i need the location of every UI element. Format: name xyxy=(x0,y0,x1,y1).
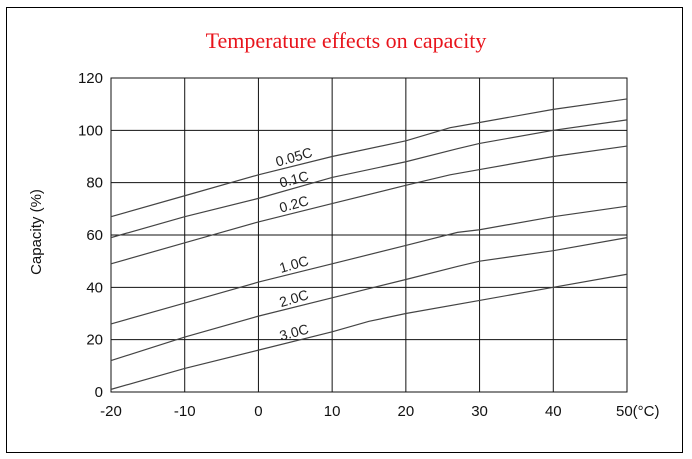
series-label: 2.0C xyxy=(277,286,310,310)
x-tick-label: 30 xyxy=(471,403,488,420)
series-line-2-0C xyxy=(110,237,628,362)
y-tick-label: 80 xyxy=(86,175,103,192)
series-label: 0.2C xyxy=(278,192,311,215)
chart-frame xyxy=(6,7,683,453)
chart-title: Temperature effects on capacity xyxy=(205,28,487,53)
series-line-0-05C xyxy=(110,98,628,218)
y-tick-label: 120 xyxy=(78,70,103,87)
series-label: 0.1C xyxy=(278,168,311,191)
chart-ticks: -20 -10 0 10 20 30 40 50(°C) 0 20 40 60 80 100 120 xyxy=(78,70,660,420)
y-axis-label: Capacity (%) xyxy=(28,189,45,275)
x-tick-label: 40 xyxy=(545,403,562,420)
y-tick-label: 100 xyxy=(78,122,103,139)
x-tick-label: 50(°C) xyxy=(616,403,660,420)
series-label: 1.0C xyxy=(278,252,311,275)
x-tick-label: 10 xyxy=(324,403,341,420)
y-tick-label: 40 xyxy=(86,279,103,296)
x-tick-label: -20 xyxy=(100,403,122,420)
series-line-0-2C xyxy=(110,145,628,265)
series-label: 3.0C xyxy=(278,321,311,344)
x-tick-label: 20 xyxy=(398,403,415,420)
x-tick-label: 0 xyxy=(254,403,262,420)
y-tick-label: 20 xyxy=(86,332,103,349)
chart-grid xyxy=(110,77,628,393)
series-line-1-0C xyxy=(110,205,628,325)
series-line-0-1C xyxy=(110,119,628,239)
y-tick-label: 60 xyxy=(86,227,103,244)
series-line-3-0C xyxy=(110,273,628,390)
y-tick-label: 0 xyxy=(95,384,103,401)
x-tick-label: -10 xyxy=(174,403,196,420)
